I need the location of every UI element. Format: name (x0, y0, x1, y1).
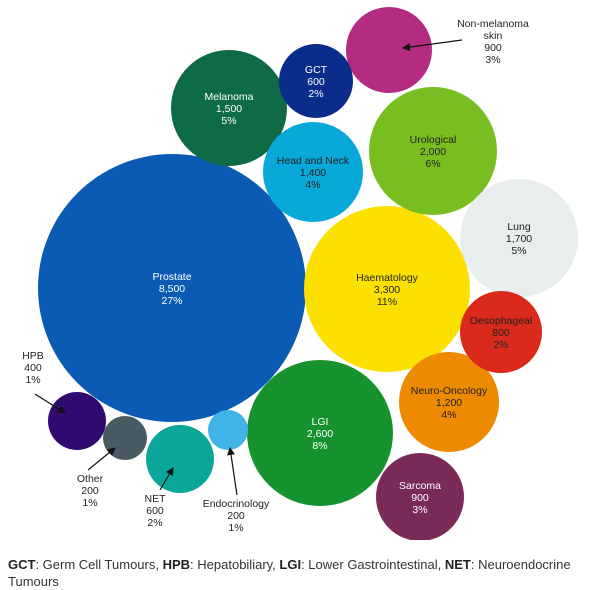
bubble-oesophageal (460, 291, 542, 373)
label-urological-value: 2,000 (420, 146, 446, 158)
abbreviations-footnote: GCT: Germ Cell Tumours, HPB: Hepatobilia… (8, 556, 598, 590)
outside-label-net-1: 600 (146, 505, 164, 517)
outside-label-endocrinology-2: 1% (228, 522, 243, 534)
bubble-gct (279, 44, 353, 118)
footnote-definition-net: : Neuroendocrine Tumours (8, 557, 571, 589)
leader-arrow-other (87, 447, 116, 471)
label-lgi-percent: 8% (312, 440, 327, 452)
label-oesophageal-percent: 2% (493, 339, 508, 351)
bubble-sarcoma (376, 453, 464, 540)
label-head-and-neck-value: 1,400 (300, 167, 326, 179)
label-sarcoma-percent: 3% (412, 504, 427, 516)
outside-label-non-melanoma-skin-2: 900 (484, 42, 502, 54)
outside-label-net-2: 2% (147, 517, 162, 529)
outside-label-endocrinology-0: Endocrinology (203, 498, 270, 510)
label-oesophageal-value: 800 (492, 327, 510, 339)
label-gct-percent: 2% (308, 88, 323, 100)
outside-label-non-melanoma-skin-1: skin (484, 30, 503, 42)
outside-label-other-2: 1% (82, 497, 97, 509)
footnote-definition-gct: : Germ Cell Tumours, (35, 557, 163, 572)
label-lgi-value: 2,600 (307, 428, 333, 440)
label-melanoma-name: Melanoma (204, 91, 253, 103)
leader-arrow-non-melanoma-skin (402, 39, 463, 52)
bubble-haematology (304, 206, 470, 372)
label-gct-value: 600 (307, 76, 325, 88)
label-head-and-neck-percent: 4% (305, 179, 320, 191)
label-neuro-oncology-value: 1,200 (436, 397, 462, 409)
bubble-chart: Prostate8,50027%Haematology3,30011%LGI2,… (22, 7, 578, 540)
bubble-non-melanoma-skin (346, 7, 432, 93)
label-haematology-value: 3,300 (374, 284, 400, 296)
label-sarcoma-name: Sarcoma (399, 480, 441, 492)
bubble-net (146, 425, 214, 493)
label-lgi-name: LGI (312, 416, 329, 428)
label-haematology-percent: 11% (377, 296, 397, 308)
outside-label-net-0: NET (145, 493, 167, 505)
label-neuro-oncology-percent: 4% (441, 409, 456, 421)
leader-arrow-hpb (34, 393, 66, 414)
bubble-melanoma (171, 50, 287, 166)
bubble-lgi (247, 360, 393, 506)
outside-label-non-melanoma-skin-3: 3% (485, 54, 500, 66)
label-prostate-value: 8,500 (159, 283, 185, 295)
outside-label-endocrinology-1: 200 (227, 510, 245, 522)
leader-arrow-endocrinology (227, 447, 238, 496)
outside-label-hpb-2: 1% (25, 374, 40, 386)
label-urological-percent: 6% (425, 158, 440, 170)
label-haematology-name: Haematology (356, 272, 419, 284)
label-neuro-oncology-name: Neuro-Oncology (411, 385, 488, 397)
label-melanoma-percent: 5% (221, 115, 236, 127)
label-urological-name: Urological (410, 134, 457, 146)
label-lung-name: Lung (507, 221, 531, 233)
outside-label-hpb-0: HPB (22, 350, 44, 362)
bubble-prostate (38, 154, 306, 422)
bubble-endocrinology (208, 410, 248, 450)
footnote-term-net: NET (444, 557, 471, 572)
label-head-and-neck-name: Head and Neck (277, 155, 350, 167)
outside-label-non-melanoma-skin-0: Non-melanoma (457, 18, 529, 30)
leader-arrow-net (159, 467, 174, 491)
bubble-hpb (48, 392, 106, 450)
label-melanoma-value: 1,500 (216, 103, 242, 115)
footnote-term-gct: GCT (8, 557, 36, 572)
bubble-urological (369, 87, 497, 215)
label-prostate-percent: 27% (161, 295, 182, 307)
bubble-neuro-oncology (399, 352, 499, 452)
outside-label-other-0: Other (77, 473, 104, 485)
label-sarcoma-value: 900 (411, 492, 429, 504)
outside-label-hpb-1: 400 (24, 362, 42, 374)
footnote-term-hpb: HPB (162, 557, 191, 572)
bubble-head-and-neck (263, 122, 363, 222)
footnote-term-lgi: LGI (279, 557, 302, 572)
footnote-definition-hpb: : Hepatobiliary, (190, 557, 280, 572)
bubble-lung (460, 179, 578, 297)
footnote-definition-lgi: : Lower Gastrointestinal, (301, 557, 445, 572)
label-lung-value: 1,700 (506, 233, 532, 245)
outside-label-other-1: 200 (81, 485, 99, 497)
label-gct-name: GCT (305, 64, 328, 76)
label-lung-percent: 5% (511, 245, 526, 257)
bubble-other (103, 416, 147, 460)
label-prostate-name: Prostate (152, 271, 191, 283)
label-oesophageal-name: Oesophageal (470, 315, 532, 327)
